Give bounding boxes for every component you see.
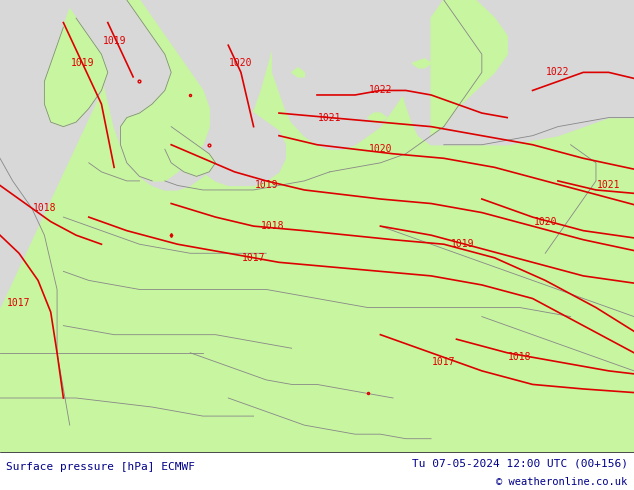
Polygon shape bbox=[165, 126, 216, 176]
Text: 1019: 1019 bbox=[102, 36, 126, 46]
Text: 1018: 1018 bbox=[261, 221, 285, 231]
Text: 1020: 1020 bbox=[368, 144, 392, 154]
Text: 1020: 1020 bbox=[533, 217, 557, 226]
Text: 1018: 1018 bbox=[508, 352, 532, 362]
Text: 1022: 1022 bbox=[368, 85, 392, 96]
Polygon shape bbox=[44, 9, 108, 126]
Text: 1017: 1017 bbox=[242, 253, 266, 263]
Text: 1021: 1021 bbox=[318, 113, 342, 122]
Polygon shape bbox=[152, 99, 285, 185]
Text: Surface pressure [hPa] ECMWF: Surface pressure [hPa] ECMWF bbox=[6, 462, 195, 471]
Text: © weatheronline.co.uk: © weatheronline.co.uk bbox=[496, 477, 628, 488]
Polygon shape bbox=[0, 0, 634, 452]
Polygon shape bbox=[0, 0, 108, 308]
Polygon shape bbox=[273, 0, 444, 149]
Text: Tu 07-05-2024 12:00 UTC (00+156): Tu 07-05-2024 12:00 UTC (00+156) bbox=[411, 459, 628, 468]
Text: 1019: 1019 bbox=[451, 239, 475, 249]
Text: 1019: 1019 bbox=[254, 180, 278, 191]
Polygon shape bbox=[380, 0, 634, 145]
Text: 1022: 1022 bbox=[546, 67, 570, 77]
Polygon shape bbox=[412, 59, 431, 68]
Polygon shape bbox=[292, 68, 304, 77]
Polygon shape bbox=[120, 0, 209, 181]
Text: 1021: 1021 bbox=[597, 180, 621, 191]
Polygon shape bbox=[368, 113, 387, 122]
Polygon shape bbox=[95, 0, 279, 190]
Text: 1017: 1017 bbox=[432, 357, 456, 367]
Polygon shape bbox=[431, 0, 507, 136]
Text: 1018: 1018 bbox=[32, 203, 56, 213]
Text: 1017: 1017 bbox=[7, 298, 31, 308]
Text: 1020: 1020 bbox=[229, 58, 253, 68]
Polygon shape bbox=[0, 452, 634, 490]
Text: 1019: 1019 bbox=[70, 58, 94, 68]
